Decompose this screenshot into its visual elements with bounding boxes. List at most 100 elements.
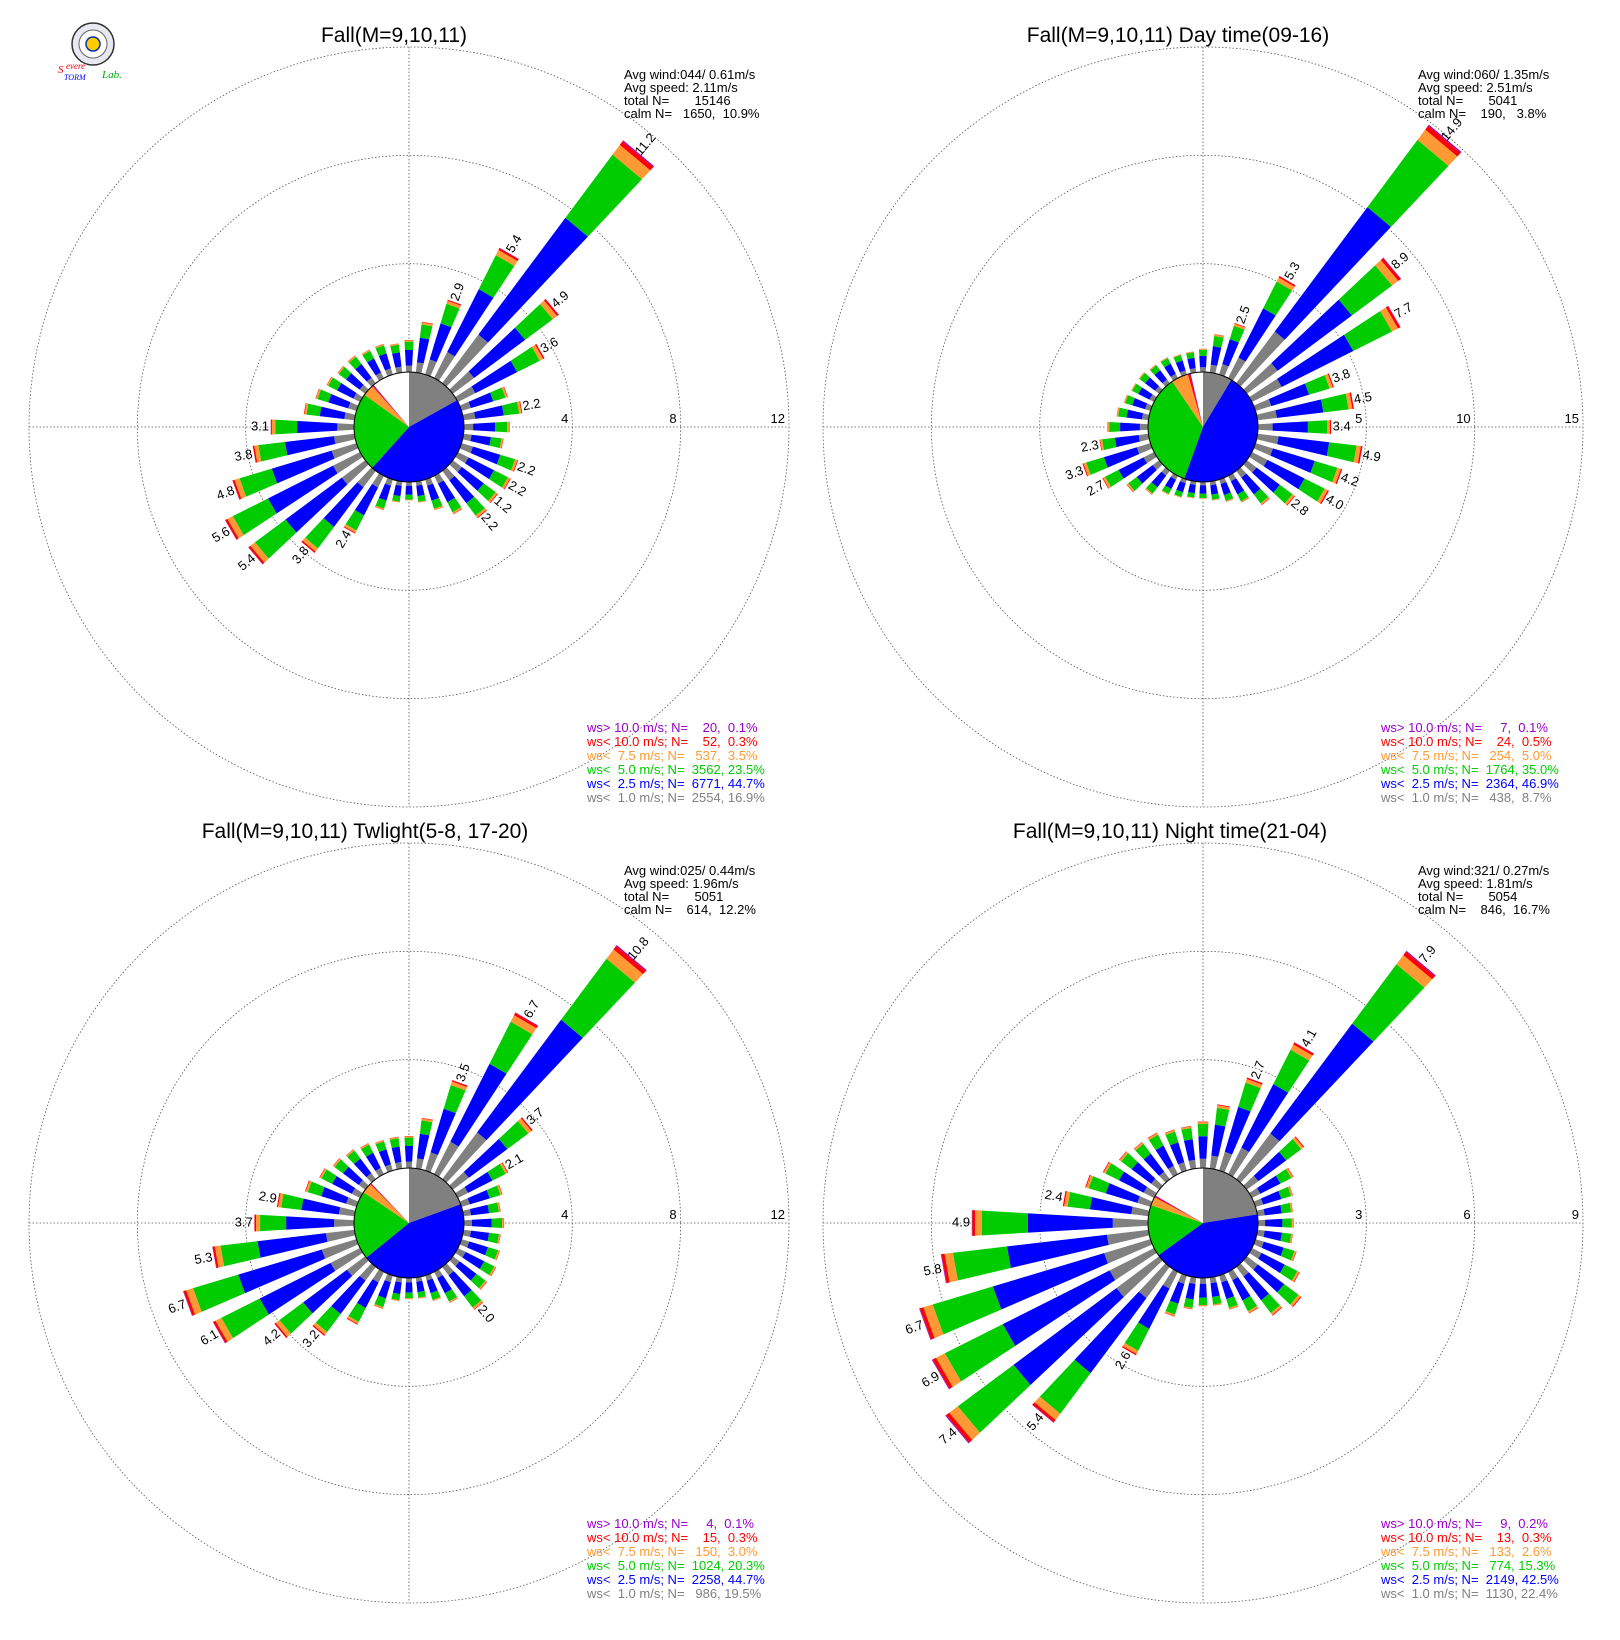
- petal-segment: [467, 1241, 489, 1256]
- petal-segment: [470, 446, 501, 465]
- petal-segment: [1133, 1142, 1144, 1151]
- petal-segment: [384, 1164, 394, 1173]
- petal-segment: [281, 1193, 304, 1211]
- petal-segment: [433, 1141, 460, 1177]
- legend-entry: ws< 10.0 m/s; N= 24, 0.5%: [1380, 734, 1552, 749]
- petal-segment: [1263, 1204, 1282, 1216]
- petal-segment: [1088, 1175, 1110, 1194]
- petal-segment: [1286, 495, 1296, 507]
- petal-segment: [1290, 1294, 1301, 1307]
- petal-segment: [488, 469, 509, 488]
- petal-value-label: 6.7: [166, 1296, 188, 1316]
- petal-segment: [1183, 1298, 1194, 1308]
- petal-segment: [312, 1324, 326, 1337]
- petal-segment: [1199, 1158, 1207, 1169]
- petal-segment: [1277, 435, 1330, 457]
- petal-segment: [1220, 1280, 1235, 1300]
- petal-segment: [1273, 484, 1293, 504]
- pie-slice: [364, 386, 409, 427]
- petal-segment: [509, 421, 510, 433]
- stats-line: Avg wind:044/ 0.61m/s: [624, 67, 756, 82]
- svg-text:TORM: TORM: [64, 73, 87, 82]
- petal-segment: [479, 1261, 495, 1276]
- petal-segment: [1225, 498, 1234, 503]
- petal-segment: [441, 1263, 455, 1276]
- petal-segment: [323, 482, 364, 528]
- legend-entry: ws< 10.0 m/s; N= 15, 0.3%: [586, 1530, 758, 1545]
- petal-segment: [1357, 445, 1363, 464]
- petal-segment: [1143, 1186, 1157, 1199]
- petal-segment: [501, 386, 508, 398]
- petal-segment: [374, 343, 385, 349]
- petal-segment: [1290, 1250, 1297, 1262]
- petal-segment: [404, 341, 414, 350]
- petal-segment: [471, 360, 518, 394]
- petal-segment: [1276, 277, 1295, 291]
- petal-segment: [214, 1245, 225, 1268]
- petal-segment: [433, 505, 444, 511]
- petal-segment: [276, 1192, 281, 1208]
- petal-segment: [1120, 1152, 1138, 1170]
- petal-segment: [1138, 1263, 1171, 1299]
- petal-segment: [351, 1187, 363, 1199]
- petal-segment: [450, 1081, 468, 1091]
- petal-segment: [1198, 1283, 1208, 1298]
- petal-segment: [1385, 305, 1401, 329]
- stats-line: calm N= 1650, 10.9%: [624, 106, 760, 121]
- petal-segment: [944, 1414, 970, 1444]
- petal-segment: [393, 484, 403, 497]
- petal-segment: [511, 458, 518, 472]
- petal-segment: [346, 1317, 359, 1326]
- petal-segment: [373, 1303, 384, 1309]
- petal-value-label: 2.4: [1044, 1187, 1064, 1205]
- petal-segment: [1162, 379, 1171, 387]
- petal-segment: [1135, 1143, 1152, 1160]
- petal-segment: [462, 433, 472, 442]
- petal-segment: [356, 1278, 379, 1309]
- petal-segment: [328, 393, 351, 409]
- petal-segment: [1268, 383, 1310, 407]
- petal-segment: [479, 1281, 488, 1291]
- petal-segment: [421, 322, 434, 327]
- legend-entry: ws< 2.5 m/s; N= 2149, 42.5%: [1380, 1572, 1559, 1587]
- petal-segment: [1424, 125, 1461, 157]
- pie-slice: [1172, 374, 1203, 427]
- petal-segment: [510, 346, 540, 373]
- petal-segment: [1186, 492, 1196, 498]
- petal-segment: [331, 1175, 356, 1195]
- petal-segment: [297, 420, 338, 434]
- petal-segment: [1235, 1133, 1280, 1183]
- petal-segment: [1109, 1247, 1157, 1281]
- petal-segment: [404, 340, 414, 342]
- petal-segment: [374, 505, 385, 511]
- petal-segment: [1260, 1190, 1282, 1205]
- petal-segment: [1241, 473, 1261, 495]
- stats-line: Avg wind:321/ 0.27m/s: [1418, 863, 1550, 878]
- petal-segment: [1270, 1023, 1374, 1142]
- petal-segment: [1158, 1171, 1171, 1183]
- petal-segment: [1261, 1241, 1284, 1257]
- petal-segment: [333, 1158, 342, 1168]
- petal-segment: [1225, 1296, 1239, 1309]
- petal-segment: [1276, 334, 1354, 388]
- petal-segment: [331, 442, 359, 459]
- legend-entry: ws< 5.0 m/s; N= 1764, 35.0%: [1380, 762, 1559, 777]
- petal-segment: [416, 337, 430, 364]
- petal-segment: [404, 494, 414, 500]
- stats-line: calm N= 846, 16.7%: [1418, 902, 1550, 917]
- petal-segment: [304, 518, 335, 549]
- petal-segment: [306, 403, 322, 417]
- petal-segment: [945, 1412, 973, 1444]
- petal-segment: [1351, 963, 1425, 1042]
- petal-segment: [565, 154, 643, 237]
- petal-segment: [1085, 1174, 1094, 1189]
- petal-segment: [478, 1280, 488, 1290]
- petal-segment: [302, 537, 319, 552]
- petal-segment: [1089, 1196, 1133, 1215]
- petal-segment: [495, 249, 518, 267]
- petal-segment: [1161, 490, 1170, 496]
- petal-segment: [392, 1281, 402, 1295]
- petal-segment: [343, 524, 357, 533]
- petal-segment: [1125, 394, 1135, 406]
- petal-segment: [944, 1323, 1016, 1382]
